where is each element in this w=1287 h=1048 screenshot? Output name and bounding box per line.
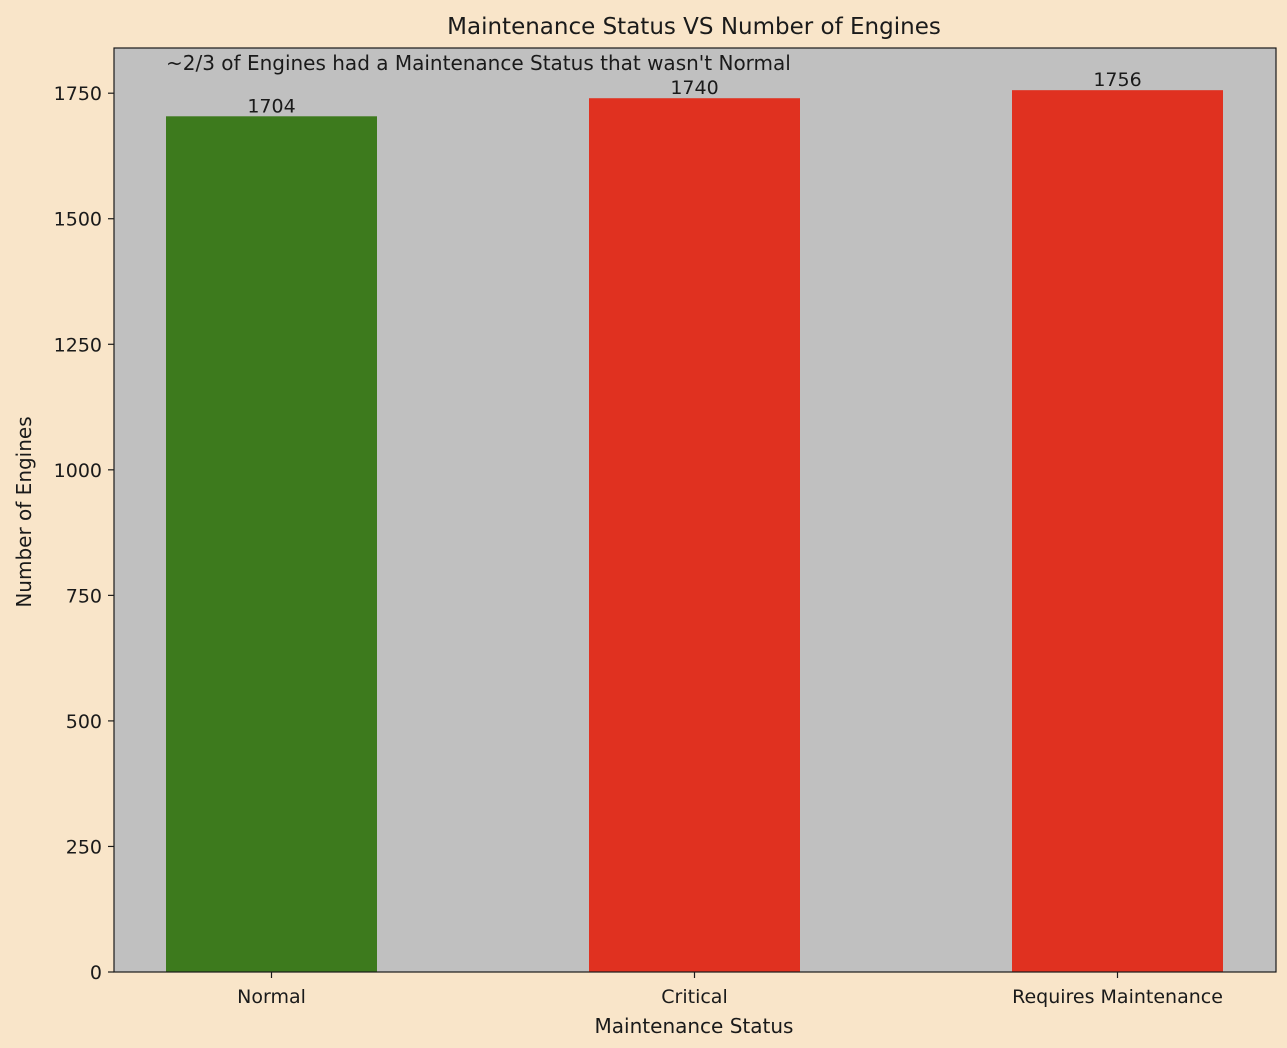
bar-value-label: 1756: [1093, 69, 1141, 91]
bar-requires-maintenance: [1012, 90, 1223, 972]
chart-title: Maintenance Status VS Number of Engines: [447, 14, 941, 40]
y-tick-label: 750: [66, 585, 102, 607]
bars: [166, 90, 1223, 972]
x-axis: Normal Critical Requires Maintenance: [237, 972, 1223, 1008]
x-axis-title: Maintenance Status: [595, 1014, 794, 1038]
y-tick-label: 1250: [54, 334, 102, 356]
y-tick-label: 0: [90, 962, 102, 984]
y-tick-label: 250: [66, 836, 102, 858]
y-tick-label: 1750: [54, 83, 102, 105]
x-tick-label: Critical: [661, 986, 727, 1008]
y-tick-label: 500: [66, 711, 102, 733]
bar-normal: [166, 116, 377, 972]
y-axis-title: Number of Engines: [12, 416, 36, 607]
y-axis: 0 250 500 750 1000 1250 1500 1750: [54, 83, 114, 984]
y-tick-label: 1000: [54, 460, 102, 482]
x-tick-label: Requires Maintenance: [1012, 986, 1223, 1008]
value-labels: 1704 1740 1756: [247, 69, 1141, 117]
x-tick-label: Normal: [237, 986, 306, 1008]
bar-value-label: 1740: [670, 77, 718, 99]
y-tick-label: 1500: [54, 209, 102, 231]
bar-value-label: 1704: [247, 95, 295, 117]
bar-critical: [589, 98, 800, 972]
chart-annotation: ~2/3 of Engines had a Maintenance Status…: [166, 51, 791, 75]
